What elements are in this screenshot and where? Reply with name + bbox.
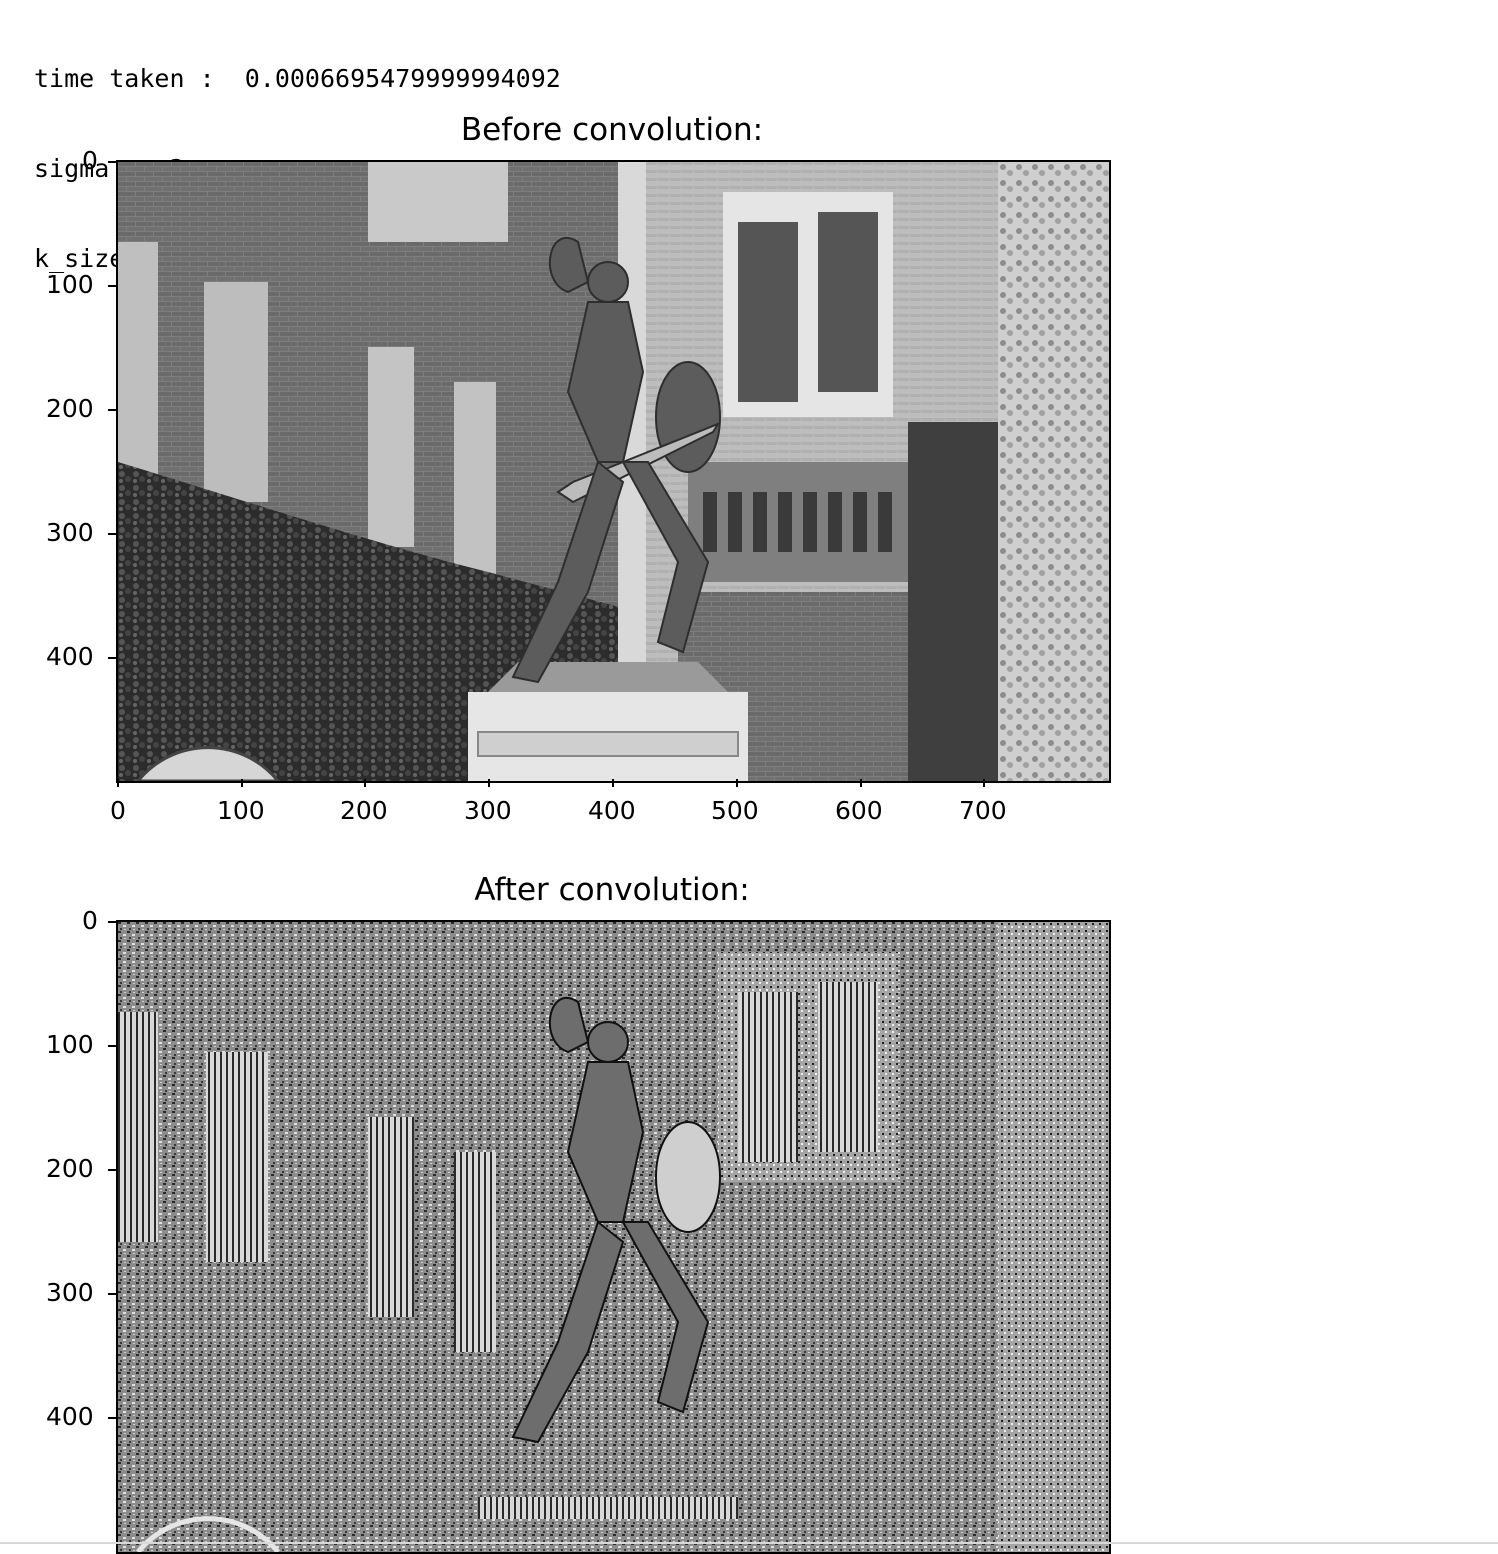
plot-title-before: Before convolution:: [460, 112, 764, 148]
ytick-mark: [108, 921, 116, 923]
ytick-mark: [108, 1169, 116, 1171]
xtick-mark: [488, 779, 490, 787]
ytick-mark: [108, 285, 116, 287]
xtick-label: 700: [959, 796, 1007, 825]
ytick-mark: [108, 1293, 116, 1295]
ytick-label: 400: [46, 642, 94, 671]
ytick-mark: [108, 533, 116, 535]
ytick-label: 200: [46, 1154, 94, 1183]
xtick-mark: [860, 779, 862, 787]
image-after-convolution: [116, 920, 1111, 1554]
ytick-mark: [108, 409, 116, 411]
ytick-label: 200: [46, 394, 94, 423]
xtick-label: 600: [835, 796, 883, 825]
xtick-label: 100: [217, 796, 265, 825]
image-before-convolution: [116, 160, 1111, 783]
xtick-mark: [241, 779, 243, 787]
output-scroll-edge: [0, 1542, 1498, 1544]
xtick-mark: [736, 779, 738, 787]
ytick-label: 0: [82, 146, 98, 175]
time-taken-line: time taken : 0.0006695479999994092: [34, 64, 561, 93]
ytick-label: 0: [82, 906, 98, 935]
before-image: [118, 162, 1109, 781]
xtick-mark: [612, 779, 614, 787]
xtick-mark: [117, 779, 119, 787]
xtick-label: 500: [711, 796, 759, 825]
ytick-mark: [108, 1045, 116, 1047]
ytick-label: 300: [46, 1278, 94, 1307]
ytick-mark: [108, 1417, 116, 1419]
ytick-label: 400: [46, 1402, 94, 1431]
plot-title-after: After convolution:: [474, 872, 750, 908]
ytick-mark: [108, 161, 116, 163]
xtick-mark: [364, 779, 366, 787]
xtick-mark: [983, 779, 985, 787]
xtick-label: 300: [464, 796, 512, 825]
ytick-label: 300: [46, 518, 94, 547]
ytick-label: 100: [46, 270, 94, 299]
xtick-label: 0: [110, 796, 126, 825]
xtick-label: 200: [340, 796, 388, 825]
ytick-label: 100: [46, 1030, 94, 1059]
xtick-label: 400: [588, 796, 636, 825]
ytick-mark: [108, 657, 116, 659]
after-image: [118, 922, 1109, 1552]
